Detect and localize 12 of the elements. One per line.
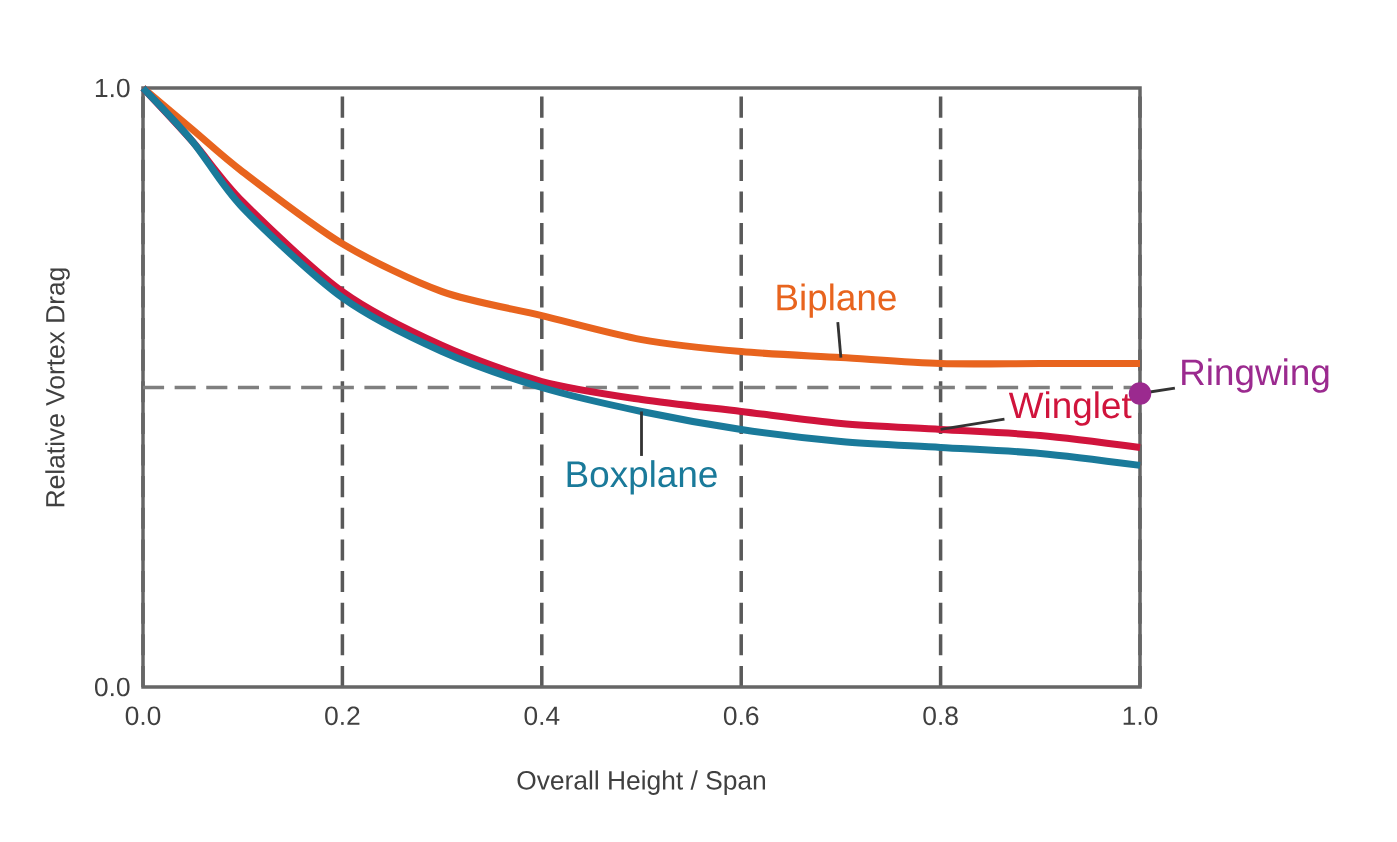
x-tick-label: 0.2	[325, 706, 360, 726]
series-label: Boxplane	[567, 460, 717, 495]
y-axis-title: Relative Vortex Drag	[45, 268, 70, 507]
x-tick-label: 0.8	[923, 706, 958, 726]
x-tick-label: 1.0	[1123, 706, 1158, 726]
legend-label: Ringwing	[1182, 358, 1329, 393]
x-axis-title: Overall Height / Span	[517, 770, 766, 795]
series-label: Biplane	[777, 283, 896, 318]
x-tick-label: 0.4	[524, 706, 560, 726]
series-label: Winglet	[1008, 391, 1132, 426]
x-tick-label: 0.6	[723, 706, 759, 726]
x-tick-label: 0.0	[125, 706, 161, 726]
